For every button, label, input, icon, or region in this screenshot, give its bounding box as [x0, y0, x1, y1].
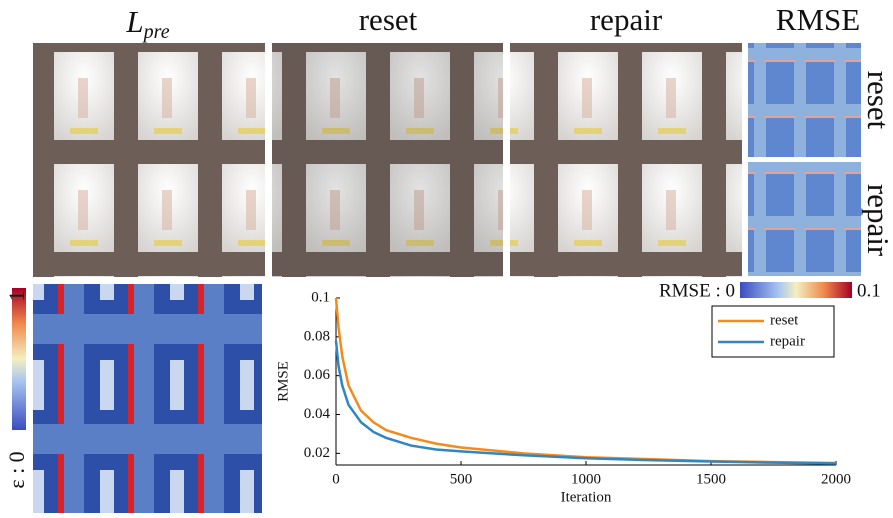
- y-tick-label: 0.1: [311, 289, 330, 305]
- y-axis-label: RMSE: [275, 361, 291, 402]
- legend-label: repair: [770, 333, 805, 349]
- x-axis-label: Iteration: [561, 489, 612, 505]
- image-lpre: [33, 43, 265, 277]
- error-map-reset: [748, 43, 861, 157]
- colorbar-label: 0.1: [857, 280, 881, 301]
- x-tick-label: 1000: [571, 471, 601, 487]
- line-chart: 0 500 1000 1500 2000 0.02 0.04 0.06 0.08 0.1 Itera…: [275, 289, 851, 505]
- colorbar-label: RMSE : 0: [659, 280, 735, 301]
- x-tick-label: 500: [450, 471, 473, 487]
- colorbar-label: 1: [4, 291, 29, 302]
- x-tick-label: 1500: [696, 471, 726, 487]
- y-tick-label: 0.08: [304, 328, 330, 344]
- image-repair: [510, 43, 742, 277]
- x-tick-label: 2000: [821, 471, 851, 487]
- row-label: reset: [861, 71, 893, 130]
- line: [336, 341, 836, 464]
- y-tick-label: 0.04: [304, 406, 331, 422]
- y-tick-label: 0.06: [304, 367, 331, 383]
- colorbar: [12, 288, 26, 430]
- legend-label: reset: [770, 312, 799, 328]
- colorbar: [740, 282, 852, 298]
- heading: repair: [590, 2, 663, 37]
- row-label: repair: [861, 184, 893, 257]
- heading: RMSE: [776, 2, 860, 37]
- heading: reset: [359, 2, 418, 37]
- error-map-repair: [748, 162, 861, 276]
- noise: [272, 43, 503, 277]
- x-tick-label: 0: [332, 471, 340, 487]
- epsilon-map: [33, 284, 262, 513]
- heading: Lpre: [125, 4, 169, 43]
- colorbar-label: ε : 0: [4, 451, 29, 488]
- figure: Lpre reset repair RMSE reset repair RMSE…: [0, 0, 893, 518]
- y-tick-label: 0.02: [304, 445, 330, 461]
